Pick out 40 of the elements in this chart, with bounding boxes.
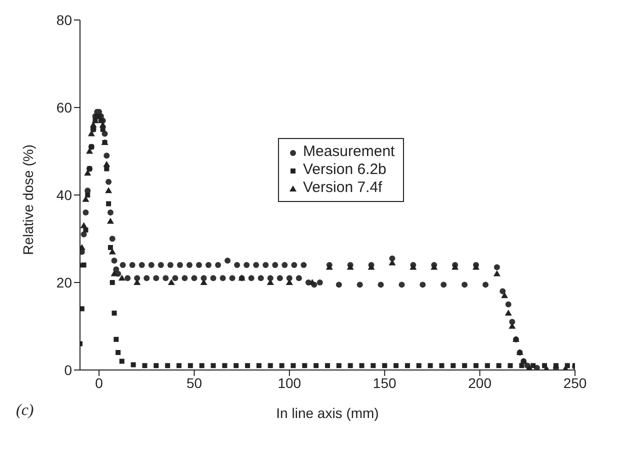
point xyxy=(103,160,110,167)
point xyxy=(134,279,141,285)
point xyxy=(82,196,90,202)
point xyxy=(110,270,118,276)
y-tick-label: 0 xyxy=(64,362,72,378)
point xyxy=(105,187,112,194)
text: (c) xyxy=(16,402,34,420)
x-tick-label: 150 xyxy=(372,374,397,391)
x-tick-label: 50 xyxy=(186,374,202,391)
x-tick-label: 250 xyxy=(563,374,587,391)
point xyxy=(80,222,88,228)
legend-label: Version 7.4f xyxy=(303,179,382,197)
point xyxy=(286,279,293,285)
legend-label: Version 6.2b xyxy=(303,161,386,179)
y-tick-label: 40 xyxy=(56,186,72,203)
point xyxy=(84,170,92,176)
point xyxy=(106,218,114,224)
point xyxy=(388,259,396,266)
x-tick-label: 0 xyxy=(95,374,104,391)
point xyxy=(508,322,516,329)
y-axis-title: Relative dose (%) xyxy=(20,144,36,255)
x-tick-label: 100 xyxy=(278,374,302,391)
point xyxy=(86,148,94,154)
point xyxy=(526,364,533,370)
point xyxy=(118,274,126,281)
point xyxy=(168,279,175,285)
point xyxy=(108,248,116,254)
x-tick-label: 200 xyxy=(468,374,492,391)
point xyxy=(504,310,512,316)
point xyxy=(88,130,95,136)
point xyxy=(308,279,316,285)
y-tick-label: 20 xyxy=(56,274,72,290)
point xyxy=(200,279,208,285)
legend-label: Measurement xyxy=(303,143,395,161)
y-tick-label: 80 xyxy=(56,12,72,28)
point xyxy=(266,279,274,285)
x-axis-title: In line axis (mm) xyxy=(276,405,379,421)
y-tick-label: 60 xyxy=(56,99,72,116)
point xyxy=(493,270,500,276)
point xyxy=(501,292,508,298)
